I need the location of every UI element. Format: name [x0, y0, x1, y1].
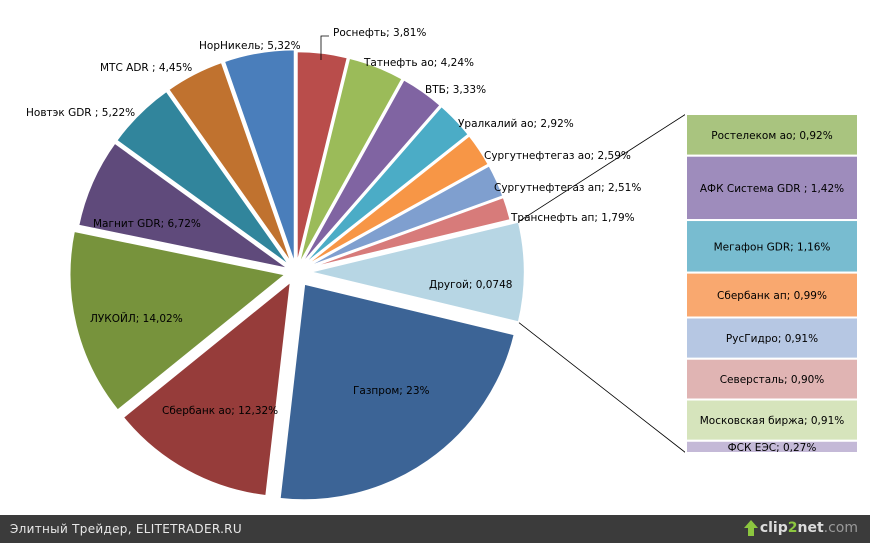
other-bar-label-6: Московская биржа; 0,91%: [700, 415, 845, 427]
other-bar-segment-3: [685, 271, 859, 319]
other-bar-label-7: ФСК ЕЭС; 0,27%: [728, 442, 817, 454]
brand-com: .com: [823, 520, 858, 536]
pie-slice-8: [277, 281, 517, 502]
pie-chart: Роснефть; 3,81% Татнефть ао; 4,24% ВТБ; 3,…: [26, 27, 859, 502]
pie-slice-14: [222, 47, 297, 267]
pie-slice-6: [299, 195, 513, 273]
pie-slice-12: [114, 88, 293, 269]
other-bar-label-2: Мегафон GDR; 1,16%: [714, 241, 831, 253]
other-bar-label-1: АФК Система GDR ; 1,42%: [700, 183, 844, 195]
connector-line-bottom: [518, 322, 687, 454]
slice-label-12: Новтэк GDR ; 5,22%: [26, 107, 135, 119]
slice-label-7: Другой; 0,0748: [429, 279, 512, 291]
pie-slice-9: [120, 277, 293, 498]
brand-clip: clip: [759, 520, 788, 536]
slice-label-9: Сбербанк ао; 12,32%: [162, 405, 278, 417]
slice-label-0: Роснефть; 3,81%: [333, 27, 426, 39]
brand-net: net: [797, 520, 824, 536]
pie-slice-10: [68, 229, 290, 413]
slice-label-10: ЛУКОЙЛ; 14,02%: [90, 312, 183, 325]
other-bar-label-4: РусГидро; 0,91%: [726, 333, 818, 345]
slice-label-8: Газпром; 23%: [353, 385, 430, 397]
slice-label-13: МТС ADR ; 4,45%: [100, 62, 192, 74]
other-bar-segment-2: [685, 219, 859, 274]
connector-line-top: [518, 113, 687, 222]
other-bar-segment-5: [685, 357, 859, 401]
slice-label-6: Транснефть ап; 1,79%: [510, 212, 635, 224]
leader-line-0: [320, 35, 329, 60]
other-bar-segment-4: [685, 316, 859, 360]
other-bar-label-5: Северсталь; 0,90%: [720, 374, 825, 386]
slice-label-2: ВТБ; 3,33%: [425, 84, 486, 96]
pie-slice-13: [166, 60, 295, 268]
slice-label-11: Магнит GDR; 6,72%: [93, 218, 201, 230]
other-bar-segment-7: [685, 439, 859, 454]
pie-slice-7: [307, 219, 527, 325]
clip2net-logo-icon: [744, 520, 758, 536]
slice-label-14: НорНикель; 5,32%: [199, 40, 301, 52]
other-bar-segment-1: [685, 154, 859, 222]
brand-2: 2: [787, 520, 798, 536]
other-bar-label-3: Сбербанк ап; 0,99%: [717, 290, 827, 302]
pie-chart-svg: Роснефть; 3,81% Татнефть ао; 4,24% ВТБ; 3,…: [26, 27, 859, 502]
slice-label-5: Сургутнефтегаз ап; 2,51%: [494, 182, 641, 194]
clip2net-brand[interactable]: clip2net.com: [760, 520, 858, 536]
other-bar-label-0: Ростелеком ао; 0,92%: [711, 130, 832, 142]
footer-caption: Элитный Трейдер, ELITETRADER.RU: [10, 522, 242, 536]
other-bar-segment-6: [685, 398, 859, 442]
slice-label-1: Татнефть ао; 4,24%: [363, 57, 474, 69]
other-bar-segment-0: [685, 113, 859, 157]
slice-label-4: Сургутнефтегаз ао; 2,59%: [484, 150, 631, 162]
footer-bar: Элитный Трейдер, ELITETRADER.RU clip2net…: [0, 515, 870, 543]
slice-label-3: Уралкалий ао; 2,92%: [458, 118, 574, 130]
pie-slice-11: [76, 140, 292, 271]
